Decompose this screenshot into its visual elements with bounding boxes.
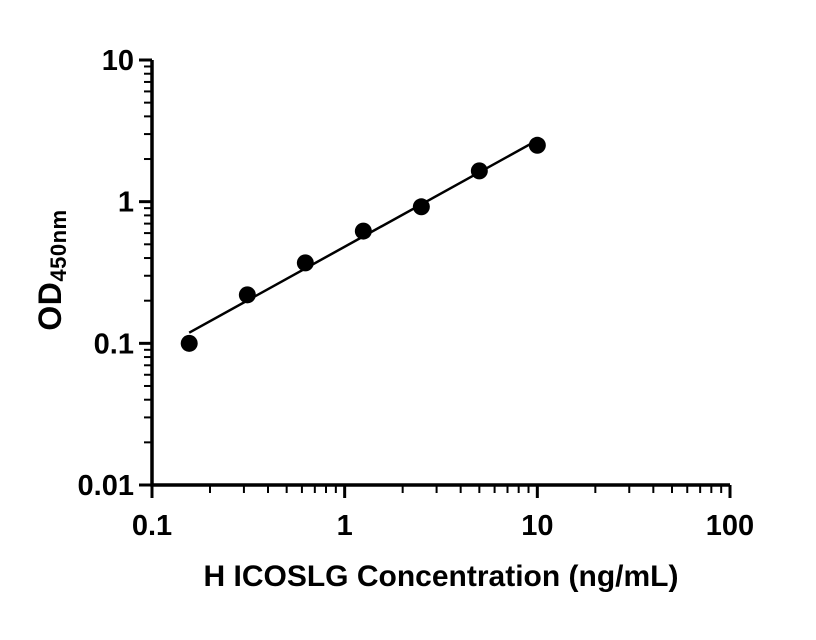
axis-lines (150, 60, 730, 487)
data-point (354, 222, 372, 240)
y-axis-title: OD450nm (32, 209, 72, 330)
data-point (238, 286, 256, 304)
y-tick-label: 10 (102, 45, 134, 77)
x-tick-label: 100 (706, 510, 754, 542)
y-tick-label: 1 (118, 187, 134, 219)
data-point (528, 136, 546, 154)
y-axis-title-main: OD (32, 281, 68, 331)
data-point (296, 254, 314, 272)
data-point (470, 162, 488, 180)
y-tick-label: 0.1 (94, 328, 134, 360)
x-tick-label: 10 (521, 510, 553, 542)
x-tick-label: 1 (337, 510, 353, 542)
y-axis-title-subscript: 450nm (46, 209, 71, 282)
y-tick-label: 0.01 (78, 470, 134, 502)
data-point (180, 334, 198, 352)
x-tick-label: 0.1 (132, 510, 172, 542)
x-axis-title: H ICOSLG Concentration (ng/mL) (203, 560, 679, 593)
data-point (412, 198, 430, 216)
